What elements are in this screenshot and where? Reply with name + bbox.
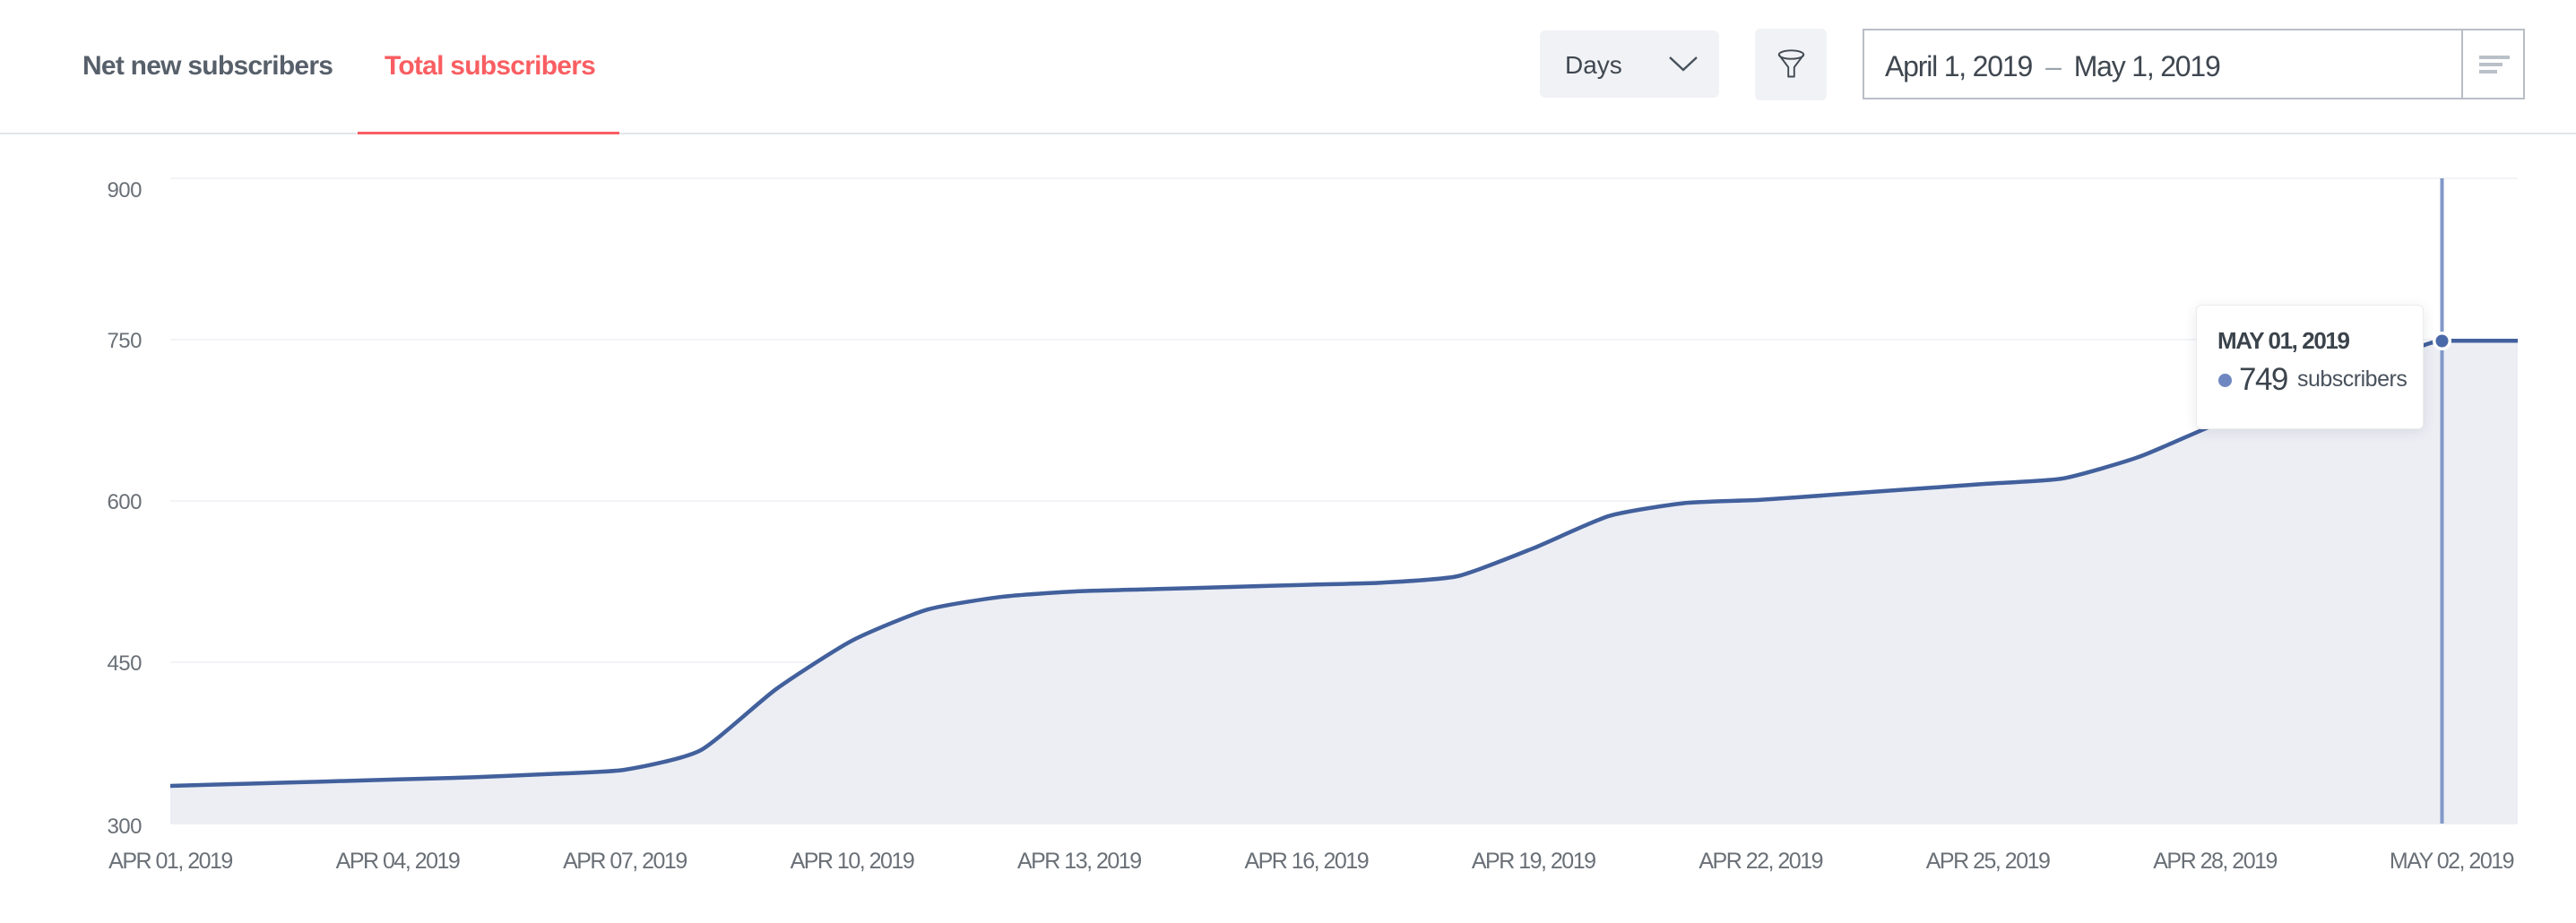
- svg-text:APR 28, 2019: APR 28, 2019: [2153, 849, 2277, 874]
- svg-text:300: 300: [107, 815, 142, 839]
- svg-text:900: 900: [107, 178, 142, 203]
- svg-text:MAY 02, 2019: MAY 02, 2019: [2390, 849, 2514, 874]
- svg-text:APR 04, 2019: APR 04, 2019: [336, 849, 460, 874]
- svg-text:600: 600: [107, 490, 142, 514]
- svg-text:APR 16, 2019: APR 16, 2019: [1244, 849, 1368, 874]
- svg-text:APR 10, 2019: APR 10, 2019: [791, 849, 914, 874]
- svg-text:750: 750: [107, 329, 142, 353]
- svg-text:APR 25, 2019: APR 25, 2019: [1926, 849, 2050, 874]
- svg-text:APR 22, 2019: APR 22, 2019: [1699, 849, 1822, 874]
- svg-text:APR 19, 2019: APR 19, 2019: [1472, 849, 1595, 874]
- svg-text:APR 01, 2019: APR 01, 2019: [108, 849, 232, 874]
- svg-text:APR 13, 2019: APR 13, 2019: [1017, 849, 1141, 874]
- svg-text:APR 07, 2019: APR 07, 2019: [563, 849, 687, 874]
- svg-text:450: 450: [107, 651, 142, 676]
